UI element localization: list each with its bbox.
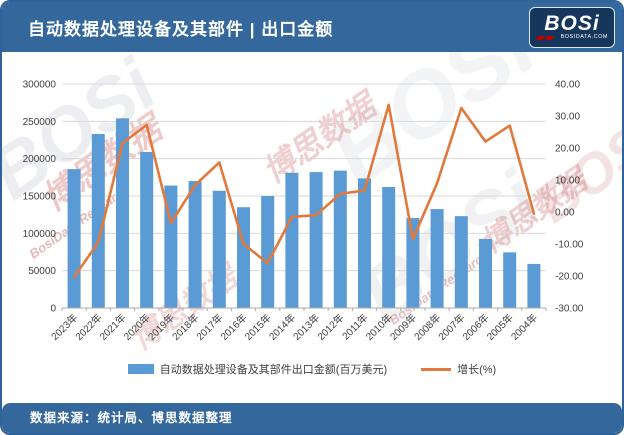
bar-2020年 (140, 151, 154, 308)
bar-2005年 (503, 252, 517, 308)
right-axis-tick-label: 10.00 (555, 176, 580, 187)
bar-2015年 (261, 196, 275, 308)
legend-label-growth: 增长(%) (457, 364, 497, 376)
bar-2011年 (358, 178, 371, 308)
bar-2022年 (91, 134, 105, 308)
right-axis-tick-label: 30.00 (555, 112, 580, 123)
page-title: 自动数据处理设备及其部件 | 出口金额 (28, 19, 334, 39)
x-axis-category-label: 2014年 (266, 311, 298, 343)
left-axis-tick-label: 300000 (23, 80, 57, 91)
logo-stripes-icon (535, 36, 555, 40)
bar-2007年 (454, 216, 468, 308)
right-axis-tick-label: -10.00 (555, 240, 584, 251)
header-bar: 自动数据处理设备及其部件 | 出口金额 BOSi BOSIDATA.COM (2, 2, 622, 52)
bar-2018年 (188, 181, 202, 308)
x-axis-category-label: 2018年 (169, 311, 201, 343)
growth-line (72, 103, 536, 279)
right-axis-tick-label: -30.00 (555, 304, 584, 315)
x-axis-category-label: 2006年 (460, 311, 492, 343)
left-axis-tick-label: 250000 (23, 117, 57, 128)
bar-2006年 (479, 238, 492, 308)
legend-item-growth: 增长(%) (421, 361, 496, 377)
legend-line-swatch-icon (421, 367, 452, 371)
right-axis-tick-label: 40.00 (555, 80, 580, 91)
bar-2012年 (333, 170, 347, 308)
bar-2023年 (67, 169, 81, 308)
bar-2014年 (285, 172, 299, 308)
x-axis-category-label: 2019年 (145, 311, 177, 343)
left-axis-tick-label: 100000 (23, 229, 57, 240)
x-axis-category-label: 2005年 (484, 311, 516, 343)
legend-item-export-value: 自动数据处理设备及其部件出口金额(百万美元) (127, 361, 388, 377)
x-axis-category-label: 2004年 (508, 311, 540, 343)
bar-2008年 (430, 209, 444, 308)
bar-2016年 (237, 207, 250, 308)
bar-2021年 (116, 118, 129, 308)
left-axis-tick-label: 200000 (23, 154, 57, 165)
bosi-logo: BOSi BOSIDATA.COM (529, 7, 615, 48)
left-axis-tick-label: 50000 (28, 266, 56, 277)
x-axis-category-label: 2023年 (48, 311, 80, 343)
x-axis-category-label: 2008年 (411, 311, 443, 343)
x-axis-category-label: 2015年 (242, 311, 274, 343)
x-axis-category-label: 2012年 (314, 311, 346, 343)
chart-canvas: 300000 250000 200000 150000 100000 50000 0 40.0… (23, 80, 584, 343)
x-axis-category-label: 2022年 (72, 311, 104, 343)
left-axis-tick-label: 0 (50, 304, 56, 315)
x-axis-category-label: 2021年 (97, 311, 129, 343)
bar-2013年 (309, 172, 323, 308)
data-source-text: 数据来源：统计局、博思数据整理 (30, 411, 233, 425)
right-axis-tick-label: 20.00 (555, 144, 580, 155)
right-axis-tick-label: 0.00 (555, 208, 575, 219)
chart-area: BOSiBOSiBOSiBOSi博思数据博思数据博思数据博思数据BosiData… (2, 52, 622, 403)
x-axis-category-label: 2016年 (218, 311, 250, 343)
logo-subtext: BOSIDATA.COM (560, 34, 608, 40)
chart-legend: 自动数据处理设备及其部件出口金额(百万美元) 增长(%) (2, 361, 622, 377)
left-axis-tick-label: 150000 (23, 192, 57, 203)
legend-bar-swatch-icon (127, 364, 154, 374)
bar-2009年 (406, 218, 420, 308)
legend-label-export-value: 自动数据处理设备及其部件出口金额(百万美元) (159, 364, 388, 376)
x-axis-category-label: 2007年 (435, 311, 467, 343)
x-axis-category-label: 2009年 (387, 311, 419, 343)
bar-2010年 (382, 187, 396, 308)
bar-2004年 (527, 263, 541, 308)
logo-text: BOSi (544, 12, 600, 35)
bar-2017年 (212, 190, 226, 308)
x-axis-category-label: 2020年 (121, 311, 153, 343)
x-axis-category-label: 2013年 (290, 311, 322, 343)
footer-bar: 数据来源：统计局、博思数据整理 (2, 403, 622, 433)
right-axis-tick-label: -20.00 (555, 272, 584, 283)
x-axis-category-label: 2010年 (363, 311, 395, 343)
x-axis-category-label: 2017年 (193, 311, 225, 343)
